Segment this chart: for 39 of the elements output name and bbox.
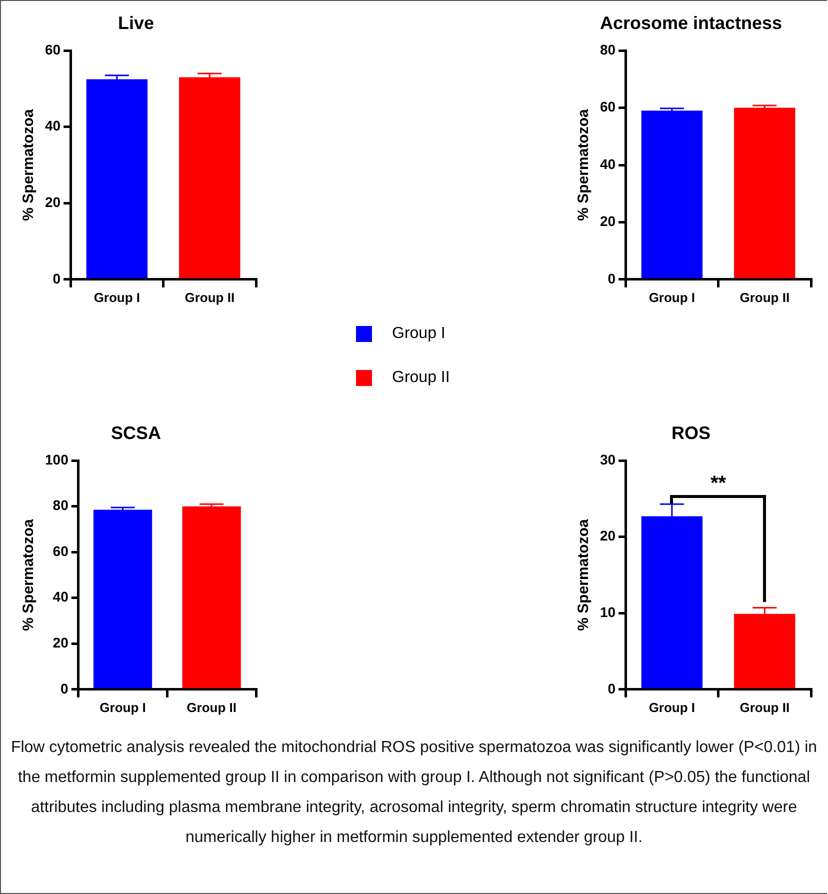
y-axis-title: % Spermatozoa xyxy=(575,108,592,221)
x-tick-label: Group I xyxy=(648,700,696,715)
y-tick-label: 20 xyxy=(52,634,69,650)
legend-label: Group II xyxy=(392,369,450,387)
x-tick-label: Group II xyxy=(740,290,790,305)
x-tick-label: Group I xyxy=(100,700,146,715)
y-tick-label: 40 xyxy=(600,156,616,172)
x-tick-label: Group I xyxy=(648,290,696,305)
y-tick-label: 60 xyxy=(52,542,69,559)
y-axis-title: % Spermatozoa xyxy=(20,108,38,221)
y-tick-label: 20 xyxy=(44,194,61,210)
y-tick-label: 30 xyxy=(600,451,616,468)
text: Flow cytometric analysis revealed the mitochondrial ROS positive spermatozoa was significantly lower (P<0.01) in the metformin supplemented group II in comparison with group I. Although not significant (P>0.05) the functional attributes including plasma membrane integrity, acrosomal integrity, sperm chromatin structure integrity were numerically higher in metformin supplemented extender group II. xyxy=(10,738,818,848)
y-tick-label: 0 xyxy=(608,680,616,696)
chart-title: ROS xyxy=(671,422,711,443)
y-tick-label: 40 xyxy=(52,588,69,605)
chart-title: Live xyxy=(118,12,154,33)
legend-label: Group I xyxy=(392,325,446,343)
y-axis-title: % Spermatozoa xyxy=(575,518,592,631)
chart-title: Acrosome intactness xyxy=(600,12,782,33)
y-tick-label: 0 xyxy=(608,270,616,286)
y-tick-label: 20 xyxy=(600,528,616,544)
x-tick-label: Group I xyxy=(94,290,140,305)
annotation: ** xyxy=(710,472,726,495)
x-tick-label: Group II xyxy=(186,700,237,715)
y-tick-label: 60 xyxy=(44,41,61,58)
y-tick-label: 100 xyxy=(45,451,69,468)
y-tick-label: 60 xyxy=(600,98,616,115)
y-tick-label: 20 xyxy=(600,213,616,230)
chart-title: SCSA xyxy=(110,422,162,443)
y-tick-label: 80 xyxy=(600,41,616,58)
y-tick-label: 0 xyxy=(60,680,69,696)
y-tick-label: 40 xyxy=(44,118,61,134)
x-tick-label: Group II xyxy=(740,700,790,715)
x-tick-label: Group II xyxy=(184,290,235,305)
y-tick-label: 80 xyxy=(52,497,69,514)
y-tick-label: 0 xyxy=(52,270,61,286)
y-axis-title: % Spermatozoa xyxy=(20,518,38,631)
y-tick-label: 10 xyxy=(600,604,616,620)
